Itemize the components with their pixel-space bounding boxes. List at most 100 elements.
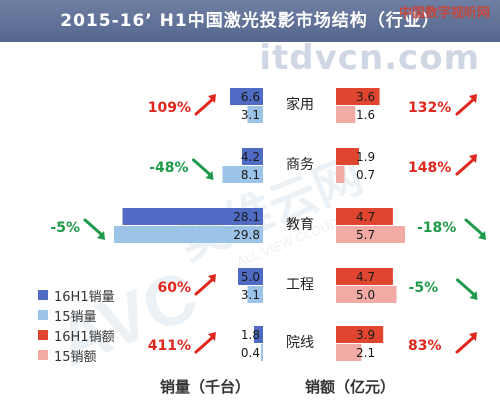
revenue-bar [336,106,356,123]
revenue-value-label: 4.7 [356,210,375,224]
revenue-value-label: 1.9 [356,150,375,164]
volume-value-label: 3.1 [241,288,260,302]
volume-bar [254,326,263,343]
revenue-growth-label: 132% [408,100,451,116]
volume-growth-label: -48% [149,160,188,176]
revenue-value-label: 0.7 [356,168,375,182]
arrow-head [469,154,477,163]
arrow-shaft [194,276,216,296]
arrow-head [208,332,216,341]
volume-growth-arrow [192,158,214,180]
category-label: 商务 [286,157,314,173]
chart-title: 2015-16’ H1中国激光投影市场结构（行业） [60,11,440,31]
volume-value-label: 4.2 [241,150,260,164]
revenue-growth-label: -5% [409,280,439,296]
revenue-bar [336,208,393,225]
revenue-growth-label: -18% [417,220,456,236]
volume-bar [122,208,263,225]
volume-value-label: 8.1 [241,168,260,182]
revenue-value-label: 5.0 [356,288,375,302]
volume-value-label: 5.0 [241,270,260,284]
volume-value-label: 3.1 [241,108,260,122]
revenue-growth-label: 148% [408,160,451,176]
volume-growth-arrow [194,332,216,354]
arrow-head [478,231,486,240]
volume-growth-label: 411% [148,338,191,354]
volume-value-label: 29.8 [233,228,260,242]
revenue-value-label: 1.6 [356,108,375,122]
revenue-value-label: 3.6 [356,90,375,104]
legend-label: 16H1销量 [54,289,115,305]
arrow-head [469,332,477,341]
arrow-shaft [194,96,216,116]
volume-growth-label: -5% [50,220,80,236]
revenue-bar [336,268,393,285]
volume-value-label: 0.4 [241,346,260,360]
volume-bar [230,88,263,105]
volume-bar [222,166,263,183]
revenue-value-label: 3.9 [356,328,375,342]
volume-bar [242,148,263,165]
revenue-bar [336,286,397,303]
legend-label: 15销额 [54,349,97,365]
revenue-growth-arrow [464,218,486,240]
volume-bar [261,344,263,361]
legend-swatch [38,290,48,300]
arrow-shaft [83,218,105,238]
left-axis-caption: 销量（千台） [160,378,251,396]
category-label: 教育 [286,217,314,233]
arrow-shaft [456,278,478,298]
volume-growth-label: 60% [157,280,191,296]
site-watermark-cn: 中国数字视听网 [398,6,490,21]
legend-label: 15销量 [54,309,97,325]
revenue-growth-arrow [455,94,477,116]
arrow-head [469,291,478,300]
revenue-growth-arrow [455,154,477,176]
revenue-bar [336,326,384,343]
arrow-shaft [455,156,477,176]
volume-value-label: 6.6 [241,90,260,104]
volume-value-label: 1.8 [241,328,260,342]
arrow-shaft [464,218,486,238]
legend-item: 15销量 [38,305,153,325]
right-axis-caption: 销额（亿元） [305,378,396,396]
category-label: 家用 [286,96,314,113]
site-watermark-domain: itdvcn.com [259,38,480,78]
revenue-growth-arrow [455,332,477,354]
arrow-head [97,231,105,240]
volume-growth-label: 109% [148,100,191,116]
volume-bar [114,226,263,243]
arrow-head [469,94,477,103]
arrow-shaft [192,158,213,178]
revenue-bar [336,148,359,165]
revenue-value-label: 5.7 [356,228,375,242]
revenue-growth-label: 83% [408,338,442,354]
volume-bar [247,106,263,123]
revenue-bar [336,166,345,183]
revenue-value-label: 4.7 [356,270,375,284]
volume-bar [238,268,263,285]
arrow-shaft [455,96,477,116]
legend-item: 15销额 [38,345,153,365]
legend-item: 16H1销额 [38,325,153,345]
arrow-shaft [194,334,216,354]
revenue-bar [336,344,362,361]
revenue-bar [336,226,405,243]
revenue-growth-arrow [456,278,478,300]
legend-label: 16H1销额 [54,329,115,345]
legend-swatch [38,350,48,360]
revenue-bar [336,88,380,105]
title-bar [0,0,500,42]
category-label: 院线 [286,335,314,351]
arrow-head [208,274,216,283]
revenue-value-label: 2.1 [356,346,375,360]
volume-value-label: 28.1 [233,210,260,224]
arrow-head [208,94,216,103]
arrow-shaft [455,334,477,354]
legend-swatch [38,310,48,320]
legend: 16H1销量 15销量 16H1销额 15销额 [38,285,153,365]
legend-item: 16H1销量 [38,285,153,305]
volume-bar [247,286,263,303]
volume-growth-arrow [83,218,105,240]
